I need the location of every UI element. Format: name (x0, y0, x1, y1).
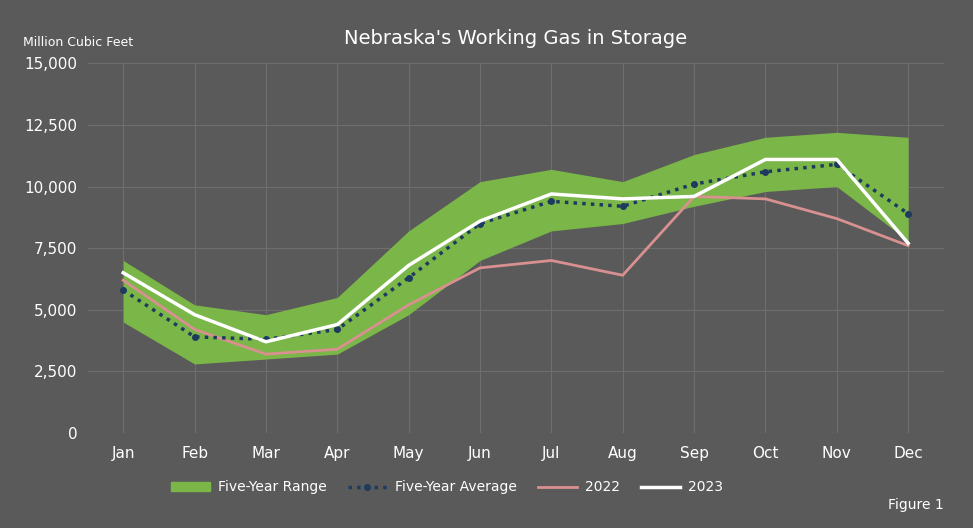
Text: Million Cubic Feet: Million Cubic Feet (23, 35, 133, 49)
Title: Nebraska's Working Gas in Storage: Nebraska's Working Gas in Storage (344, 29, 687, 48)
Legend: Five-Year Range, Five-Year Average, 2022, 2023: Five-Year Range, Five-Year Average, 2022… (165, 475, 729, 500)
Text: Figure 1: Figure 1 (888, 498, 944, 512)
